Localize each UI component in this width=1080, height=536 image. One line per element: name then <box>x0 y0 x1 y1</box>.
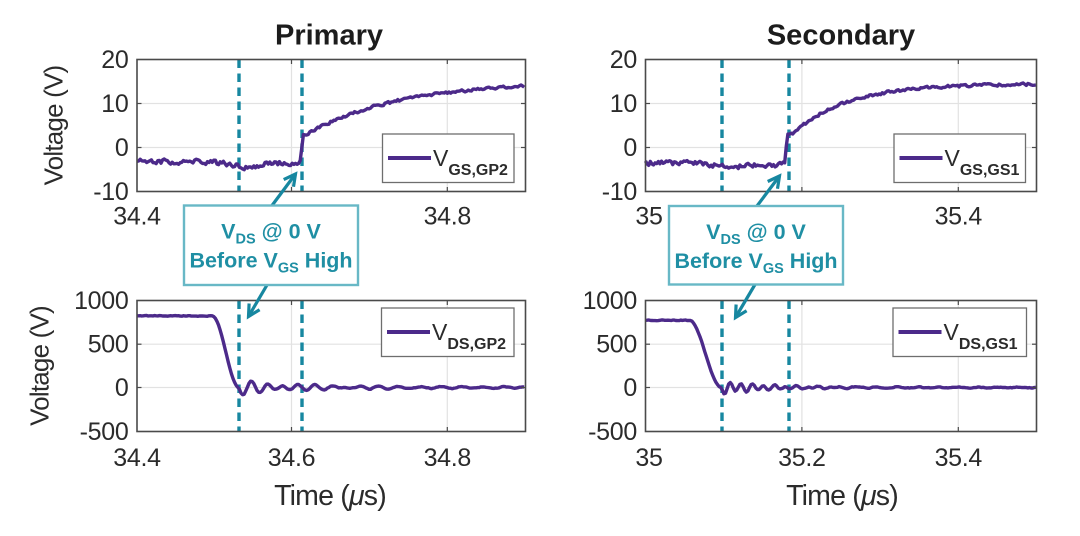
svg-text:Time (μs): Time (μs) <box>786 480 898 512</box>
svg-text:0: 0 <box>623 374 637 402</box>
svg-text:34.8: 34.8 <box>424 444 471 472</box>
svg-text:35: 35 <box>635 203 662 231</box>
svg-text:Voltage (V): Voltage (V) <box>25 306 55 426</box>
svg-text:Before VGS High: Before VGS High <box>189 249 352 277</box>
svg-text:20: 20 <box>101 46 128 74</box>
svg-text:0: 0 <box>115 134 129 162</box>
svg-text:500: 500 <box>596 331 637 359</box>
svg-text:35.2: 35.2 <box>778 444 825 472</box>
svg-text:-10: -10 <box>93 178 128 206</box>
svg-text:Primary: Primary <box>275 20 383 52</box>
svg-text:34.4: 34.4 <box>113 444 161 472</box>
svg-text:35: 35 <box>635 444 662 472</box>
svg-text:0: 0 <box>623 134 637 162</box>
svg-text:-10: -10 <box>602 178 637 206</box>
svg-text:500: 500 <box>88 331 129 359</box>
svg-text:34.8: 34.8 <box>424 203 471 231</box>
svg-text:Secondary: Secondary <box>767 20 915 52</box>
svg-text:1000: 1000 <box>74 287 128 315</box>
svg-text:Voltage (V): Voltage (V) <box>39 65 69 185</box>
svg-text:20: 20 <box>610 46 637 74</box>
svg-text:34.4: 34.4 <box>113 203 161 231</box>
svg-text:1000: 1000 <box>583 287 637 315</box>
svg-text:35.4: 35.4 <box>935 444 983 472</box>
svg-text:Time (μs): Time (μs) <box>274 480 386 512</box>
svg-text:-500: -500 <box>80 418 129 446</box>
svg-text:10: 10 <box>610 90 637 118</box>
svg-text:35.4: 35.4 <box>935 203 983 231</box>
svg-text:Before VGS High: Before VGS High <box>674 249 837 277</box>
svg-text:0: 0 <box>115 374 129 402</box>
svg-text:34.6: 34.6 <box>268 444 315 472</box>
svg-text:-500: -500 <box>588 418 637 446</box>
svg-text:10: 10 <box>101 90 128 118</box>
